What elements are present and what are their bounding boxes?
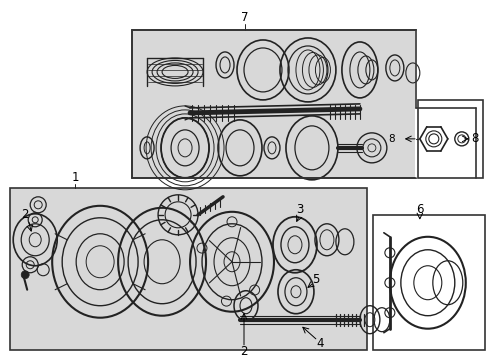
Text: 8: 8 xyxy=(388,134,394,144)
Bar xyxy=(372,215,484,350)
Text: 2: 2 xyxy=(21,208,29,221)
Text: 8: 8 xyxy=(470,132,477,145)
Bar xyxy=(132,30,415,178)
Text: 7: 7 xyxy=(241,12,248,24)
Bar xyxy=(417,100,482,178)
Text: 5: 5 xyxy=(312,273,319,286)
Bar xyxy=(10,188,366,350)
Circle shape xyxy=(21,271,29,279)
Text: 3: 3 xyxy=(296,203,303,216)
Text: 2: 2 xyxy=(240,345,247,358)
Text: 4: 4 xyxy=(316,337,323,350)
Text: 1: 1 xyxy=(71,171,79,184)
Text: 6: 6 xyxy=(415,203,423,216)
Bar xyxy=(414,30,474,178)
